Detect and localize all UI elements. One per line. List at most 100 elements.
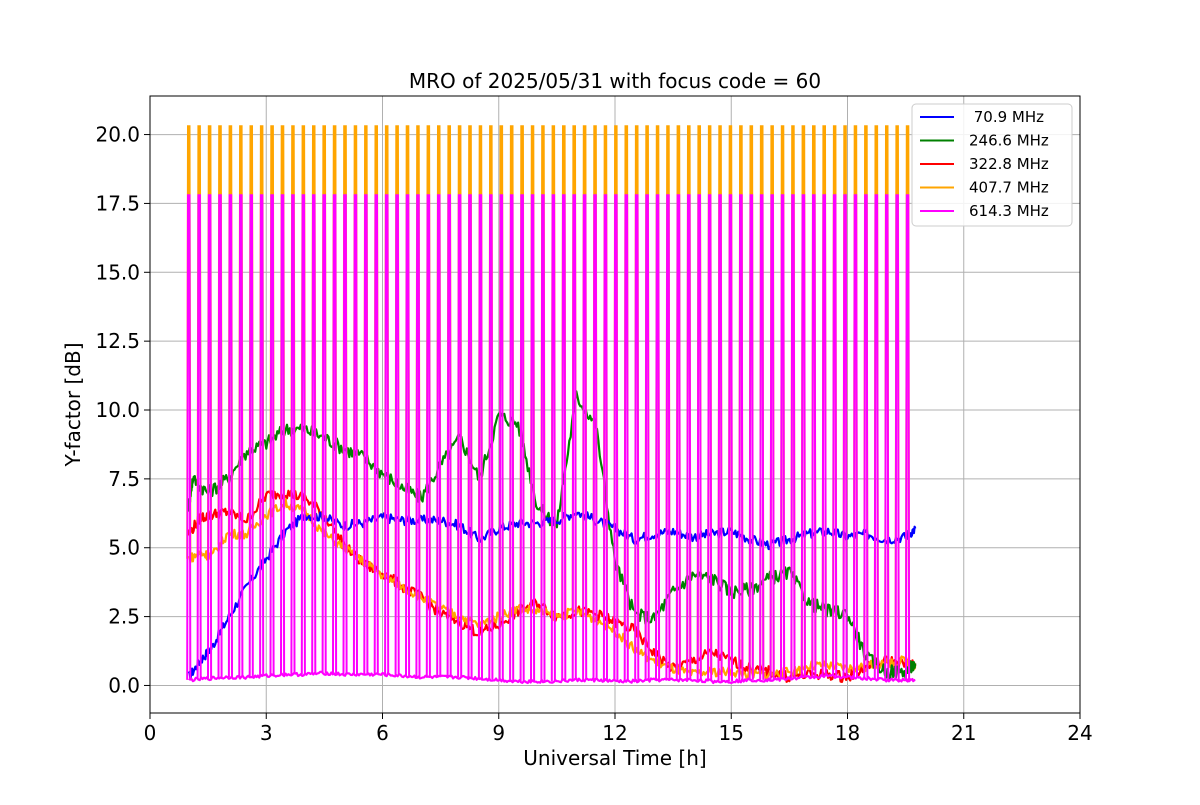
calibration-spike — [300, 194, 306, 675]
calibration-spike — [519, 194, 525, 682]
legend: 70.9 MHz 246.6 MHz 322.8 MHz 407.7 MHz 614.3… — [911, 103, 1073, 227]
legend-label: 407.7 MHz — [969, 179, 1049, 197]
calibration-spike — [425, 194, 431, 678]
y-tick-label: 7.5 — [108, 467, 140, 491]
calibration-spike — [675, 194, 681, 680]
calibration-spike — [780, 194, 786, 680]
calibration-spike — [852, 194, 858, 678]
calibration-spike — [446, 194, 452, 678]
legend-label: 614.3 MHz — [969, 202, 1049, 220]
calibration-spike — [811, 194, 817, 677]
calibration-spike — [477, 194, 483, 679]
calibration-spike — [269, 194, 275, 676]
calibration-spike — [592, 194, 598, 680]
calibration-spike — [717, 194, 723, 682]
tick-layer: 0 3 6 9 12 15 18 21 24 0.0 2.5 5.0 7.5 10.0 12.5 15.0 17… — [95, 123, 1092, 745]
calibration-spike — [457, 194, 463, 678]
calibration-spike — [342, 194, 348, 675]
legend-label: 70.9 MHz — [969, 108, 1044, 126]
calibration-spike — [498, 194, 504, 681]
calibration-spike — [186, 194, 192, 680]
calibration-spike — [384, 194, 390, 675]
series-line — [187, 498, 917, 681]
calibration-spike — [790, 194, 796, 679]
x-tick-label: 21 — [951, 721, 976, 745]
y-tick-label: 12.5 — [95, 329, 140, 353]
calibration-spike — [571, 194, 577, 681]
calibration-spike — [905, 194, 911, 680]
x-tick-label: 18 — [835, 721, 860, 745]
calibration-spike — [363, 194, 369, 675]
calibration-spike — [550, 194, 556, 682]
calibration-spike — [530, 194, 536, 682]
legend-label: 246.6 MHz — [969, 132, 1049, 150]
x-tick-label: 15 — [719, 721, 744, 745]
calibration-spike — [727, 194, 733, 682]
calibration-spike — [748, 194, 754, 680]
calibration-spike — [686, 194, 692, 680]
calibration-spike — [696, 194, 702, 681]
calibration-spike — [602, 194, 608, 681]
calibration-spike — [894, 194, 900, 680]
calibration-spike — [467, 194, 473, 678]
calibration-spike — [634, 194, 640, 682]
calibration-spike — [280, 194, 286, 675]
calibration-spike — [373, 194, 379, 675]
calibration-spike — [238, 194, 244, 678]
calibration-spike — [665, 194, 671, 680]
calibration-spike — [800, 194, 806, 678]
calibration-spike — [561, 194, 567, 681]
legend-label: 322.8 MHz — [969, 155, 1049, 173]
calibration-spike — [394, 194, 400, 676]
calibration-spike — [623, 194, 629, 682]
calibration-spike — [582, 194, 588, 680]
x-tick-label: 12 — [602, 721, 627, 745]
x-tick-label: 0 — [144, 721, 157, 745]
calibration-spike — [707, 194, 713, 682]
calibration-spike — [884, 194, 890, 680]
calibration-spike — [873, 194, 879, 680]
calibration-spike — [738, 194, 744, 681]
calibration-spike — [655, 194, 661, 680]
calibration-spike — [832, 194, 838, 677]
x-tick-label: 3 — [260, 721, 273, 745]
calibration-spike — [769, 194, 775, 680]
y-tick-label: 20.0 — [95, 123, 140, 147]
legend-box — [911, 103, 1073, 227]
calibration-spike — [207, 194, 213, 679]
calibration-spike — [217, 194, 223, 678]
calibration-spike — [863, 194, 869, 679]
x-tick-label: 24 — [1067, 721, 1092, 745]
calibration-spike — [405, 194, 411, 677]
calibration-spike — [227, 194, 233, 678]
series-line — [187, 511, 917, 681]
calibration-spike — [196, 194, 202, 680]
y-tick-label: 15.0 — [95, 260, 140, 284]
calibration-spike — [436, 194, 442, 678]
x-tick-label: 6 — [376, 721, 389, 745]
calibration-spike — [821, 194, 827, 677]
calibration-spike — [509, 194, 515, 681]
y-tick-label: 0.0 — [108, 673, 140, 697]
calibration-spike — [311, 194, 317, 674]
calibration-spike — [540, 194, 546, 682]
data-layer — [186, 125, 917, 685]
calibration-spike — [248, 194, 254, 677]
calibration-spike — [842, 194, 848, 678]
calibration-spike — [321, 194, 327, 674]
x-tick-label: 9 — [492, 721, 505, 745]
calibration-spike — [352, 194, 358, 675]
calibration-spike — [415, 194, 421, 678]
y-tick-label: 2.5 — [108, 605, 140, 629]
chart-title: MRO of 2025/05/31 with focus code = 60 — [409, 69, 821, 93]
calibration-spike — [759, 194, 765, 680]
calibration-spike — [332, 194, 338, 674]
calibration-spike — [644, 194, 650, 681]
calibration-spike — [290, 194, 296, 675]
calibration-spike — [259, 194, 265, 677]
y-tick-label: 5.0 — [108, 536, 140, 560]
y-tick-label: 17.5 — [95, 191, 140, 215]
y-tick-label: 10.0 — [95, 398, 140, 422]
